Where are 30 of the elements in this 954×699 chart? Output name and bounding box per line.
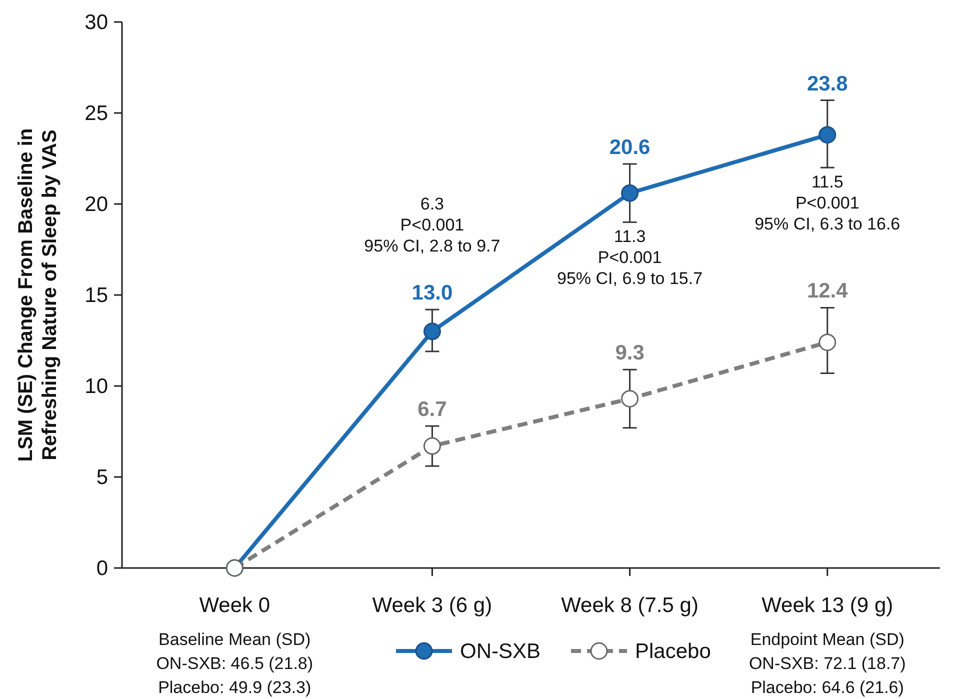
x-tick-label: Week 0 xyxy=(199,594,270,617)
data-label: 12.4 xyxy=(806,280,848,303)
y-tick-label: 30 xyxy=(84,11,108,34)
point xyxy=(621,390,639,408)
y-tick-label: 0 xyxy=(96,557,108,580)
y-tick-label: 15 xyxy=(84,284,108,307)
x-tick-label: Week 3 (6 g) xyxy=(372,594,492,617)
annotation: 11.3 P<0.001 95% CI, 6.9 to 15.7 xyxy=(557,227,703,288)
y-tick-label: 5 xyxy=(96,466,108,489)
y-tick-label: 25 xyxy=(84,102,108,125)
data-label: 13.0 xyxy=(412,282,453,305)
text: Endpoint Mean (SD) ON-SXB: 72.1 (18.7) Placebo: 64.6 (21.6) xyxy=(748,630,906,697)
point xyxy=(423,322,441,340)
y-axis-title: LSM (SE) Change From Baseline in Refreshing Nature of Sleep by VAS xyxy=(15,128,61,462)
annotation: 6.3 P<0.001 95% CI, 2.8 to 9.7 xyxy=(364,194,500,256)
annotation: 11.5 P<0.001 95% CI, 6.3 to 16.6 xyxy=(754,172,900,234)
x-tick-label: Week 13 (9 g) xyxy=(762,594,894,617)
text: Baseline Mean (SD) ON-SXB: 46.5 (21.8) Placebo: 49.9 (23.3) xyxy=(156,630,314,697)
data-label: 6.7 xyxy=(418,398,447,422)
x-tick-label: Week 8 (7.5 g) xyxy=(561,594,698,617)
point xyxy=(818,126,836,144)
legend-label: ON-SXB xyxy=(460,640,541,663)
y-tick-label: 10 xyxy=(84,375,108,398)
legend-label: Placebo xyxy=(635,640,711,663)
point xyxy=(423,437,441,455)
y-tick-label: 20 xyxy=(84,193,108,216)
point xyxy=(621,184,639,202)
data-label: 23.8 xyxy=(806,72,848,96)
data-label: 20.6 xyxy=(609,136,650,159)
data-label: 9.3 xyxy=(615,342,644,365)
